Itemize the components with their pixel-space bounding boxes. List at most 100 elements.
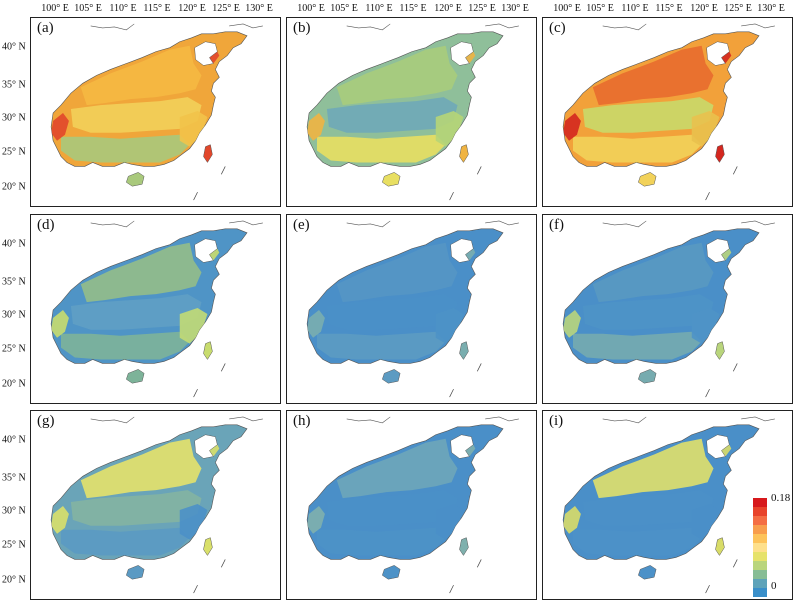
- hainan-island: [126, 172, 145, 187]
- lat-label: 20° N: [2, 574, 26, 586]
- lon-label: 120° E: [434, 3, 462, 14]
- bohai-sea: [194, 41, 218, 66]
- value-region: [435, 504, 464, 540]
- panel-label: (i): [549, 413, 564, 429]
- sea-boundary-mark: [449, 559, 482, 594]
- value-region: [70, 490, 202, 526]
- taiwan-island: [459, 537, 469, 556]
- value-region: [317, 527, 446, 556]
- bohai-sea: [194, 238, 218, 263]
- value-region: [51, 309, 69, 338]
- coastline: [346, 220, 519, 228]
- value-region: [563, 112, 581, 141]
- value-region: [582, 97, 714, 133]
- lon-label: 125° E: [212, 3, 240, 14]
- legend-swatch: [753, 570, 767, 579]
- panel-label: (h): [293, 413, 311, 429]
- coastline: [602, 23, 775, 31]
- lon-label: 105° E: [330, 3, 358, 14]
- map-panel-h: (h): [286, 410, 537, 600]
- bohai-sea: [706, 41, 730, 66]
- value-region: [563, 505, 581, 534]
- map-c-svg: [562, 23, 775, 201]
- map-f-svg: [562, 220, 775, 398]
- lat-label: 30° N: [2, 505, 26, 517]
- lat-label: 40° N: [2, 41, 26, 53]
- lon-labels-col1: 100° E 105° E 110° E 115° E 120° E 125° …: [30, 0, 281, 16]
- value-region: [691, 308, 720, 344]
- panel-label: (e): [293, 217, 310, 233]
- value-region: [592, 45, 714, 106]
- lat-label: 35° N: [2, 276, 26, 288]
- value-region: [61, 527, 190, 556]
- legend-min-label: 0: [771, 580, 777, 592]
- hainan-island: [638, 565, 657, 580]
- map-panel-b: (b): [286, 17, 537, 207]
- lat-labels-row1: 40° N 35° N 30° N 25° N 20° N: [0, 17, 30, 207]
- value-region: [179, 504, 208, 540]
- hainan-island: [382, 369, 401, 384]
- hainan-island: [382, 172, 401, 187]
- coastline: [90, 220, 263, 228]
- taiwan-island: [715, 341, 725, 360]
- value-region: [573, 331, 702, 360]
- legend-swatch: [753, 552, 767, 561]
- legend-max-label: 0.18: [771, 492, 791, 504]
- bohai-sea: [450, 238, 474, 263]
- lon-label: 105° E: [74, 3, 102, 14]
- lon-label: 100° E: [297, 3, 325, 14]
- panel-label: (f): [549, 217, 564, 233]
- coastline: [90, 23, 263, 31]
- value-region: [317, 134, 446, 163]
- value-region: [592, 438, 714, 499]
- value-region: [179, 111, 208, 147]
- lon-label: 110° E: [109, 3, 137, 14]
- value-region: [326, 97, 458, 133]
- value-region: [61, 331, 190, 360]
- lat-label: 25° N: [2, 539, 26, 551]
- legend-swatch: [753, 498, 767, 507]
- bohai-sea: [706, 238, 730, 263]
- lat-label: 40° N: [2, 434, 26, 446]
- map-g-svg: [50, 416, 263, 594]
- legend-swatch: [753, 507, 767, 516]
- map-b-svg: [306, 23, 519, 201]
- value-region: [51, 112, 69, 141]
- hainan-island: [126, 369, 145, 384]
- value-region: [326, 490, 458, 526]
- value-region: [307, 309, 325, 338]
- map-panel-a: (a): [30, 17, 281, 207]
- lat-label: 25° N: [2, 146, 26, 158]
- legend-swatch: [753, 561, 767, 570]
- bohai-sea: [706, 434, 730, 459]
- map-panel-c: (c): [542, 17, 793, 207]
- value-region: [435, 308, 464, 344]
- map-d-svg: [50, 220, 263, 398]
- lon-label: 125° E: [724, 3, 752, 14]
- taiwan-island: [715, 537, 725, 556]
- coastline: [90, 416, 263, 424]
- map-a-svg: [50, 23, 263, 201]
- legend-swatch: [753, 534, 767, 543]
- value-region: [691, 111, 720, 147]
- sea-boundary-mark: [449, 166, 482, 201]
- value-region: [336, 438, 458, 499]
- value-region: [51, 505, 69, 534]
- coastline: [602, 220, 775, 228]
- value-region: [326, 294, 458, 330]
- value-region: [573, 134, 702, 163]
- coastline: [346, 23, 519, 31]
- value-region: [80, 438, 202, 499]
- value-region: [70, 294, 202, 330]
- lat-label: 30° N: [2, 112, 26, 124]
- lat-label: 35° N: [2, 472, 26, 484]
- legend-color-bar: [753, 498, 767, 597]
- coastline: [602, 416, 775, 424]
- lon-label: 110° E: [621, 3, 649, 14]
- sea-boundary-mark: [705, 166, 738, 201]
- lat-label: 30° N: [2, 309, 26, 321]
- panel-label: (a): [37, 20, 54, 36]
- taiwan-island: [203, 144, 213, 163]
- value-region: [307, 505, 325, 534]
- legend-swatch: [753, 588, 767, 597]
